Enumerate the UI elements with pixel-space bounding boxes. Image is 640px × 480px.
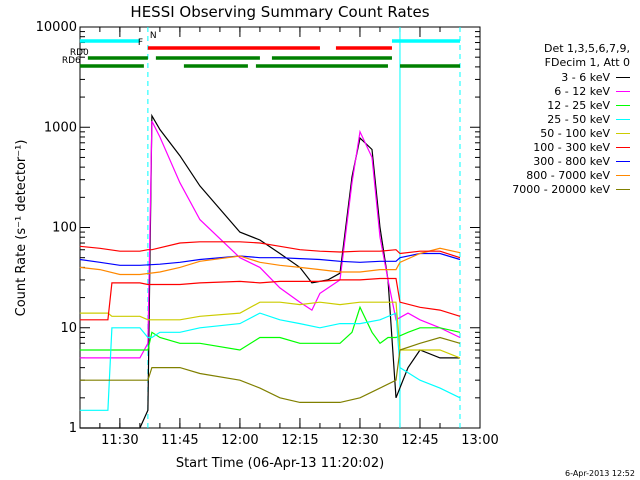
y-tick-label: 1 [69,421,77,436]
legend-entry: 800 - 7000 keV [500,168,640,182]
legend-entry: 50 - 100 keV [500,126,640,140]
legend-entry-label: 50 - 100 keV [540,126,610,140]
legend-swatch [616,132,630,134]
plot-frame [79,26,481,429]
x-tick-label: 13:00 [461,433,498,448]
legend-swatch [616,146,630,148]
legend-swatch [616,118,630,120]
series-line [79,252,461,266]
x-tick-label: 12:30 [341,433,378,448]
series-line [79,277,461,321]
legend-entry-label: 100 - 300 keV [533,140,610,154]
x-tick-label: 11:30 [101,433,138,448]
series-line [79,247,461,276]
generation-timestamp: 6-Apr-2013 12:52 [565,469,635,478]
x-tick-label: 11:45 [161,433,198,448]
x-axis-label: Start Time (06-Apr-13 11:20:02) [176,456,384,471]
legend-entry-label: 800 - 7000 keV [526,168,610,182]
series-line [79,336,461,403]
series-line [79,301,461,359]
series-line [79,120,461,359]
legend-swatch [616,174,630,176]
legend-entry: 25 - 50 keV [500,112,640,126]
legend-swatch [616,160,630,162]
flag-bar-label: RD6 [62,56,81,66]
legend: Det 1,3,5,6,7,9, FDecim 1, Att 0 3 - 6 k… [500,42,640,196]
series-line [79,113,460,429]
legend-entry: 7000 - 20000 keV [500,182,640,196]
y-tick-label: 10000 [36,20,77,35]
legend-entry: 12 - 25 keV [500,98,640,112]
legend-entry: 100 - 300 keV [500,140,640,154]
y-axis-label: Count Rate (s⁻¹ detector⁻¹) [14,140,29,317]
series-line [79,312,461,411]
legend-entry: 6 - 12 keV [500,84,640,98]
legend-header-line-2: FDecim 1, Att 0 [544,56,630,69]
series-line [79,241,461,259]
legend-swatch [616,104,630,106]
chart-title: HESSI Observing Summary Count Rates [130,3,429,21]
flag-bar-label: RD0 [70,48,89,58]
y-tick-label: 1000 [44,120,77,135]
legend-entry: 3 - 6 keV [500,70,640,84]
legend-entry-label: 12 - 25 keV [547,98,610,112]
legend-entry-label: 25 - 50 keV [547,112,610,126]
series-line [79,305,461,351]
flag-bar-label: N [150,31,157,41]
x-tick-label: 12:00 [221,433,258,448]
legend-swatch [616,90,630,92]
x-tick-label: 12:45 [401,433,438,448]
legend-entry-label: 7000 - 20000 keV [512,182,610,196]
x-tick-label: 12:15 [281,433,318,448]
legend-entry-label: 6 - 12 keV [554,84,610,98]
y-tick-label: 10 [60,321,77,336]
legend-header-line-1: Det 1,3,5,6,7,9, [543,42,630,55]
legend-swatch [616,188,630,190]
legend-entry-label: 300 - 800 keV [533,154,610,168]
flag-bar-label: F [138,38,143,48]
legend-entry-label: 3 - 6 keV [561,70,610,84]
legend-entry: 300 - 800 keV [500,154,640,168]
y-tick-label: 100 [52,221,77,236]
legend-swatch [616,76,630,78]
plot-area: 1 10 100 1000 10000 11:30 11:45 12:00 12:15 12:30… [36,20,499,448]
